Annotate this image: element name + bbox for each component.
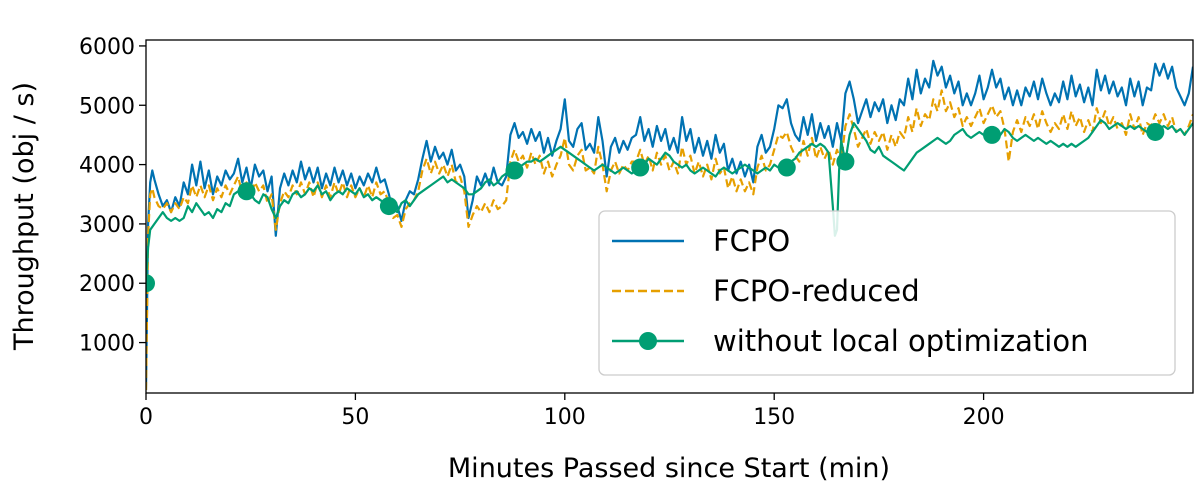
series-marker-without-local-optimization <box>146 274 155 293</box>
x-axis-label: Minutes Passed since Start (min) <box>448 453 890 484</box>
legend-box <box>598 210 1176 376</box>
series-marker-without-local-optimization <box>631 158 650 177</box>
y-tick-label: 2000 <box>79 272 135 297</box>
series-marker-without-local-optimization <box>836 152 855 171</box>
x-tick-label: 150 <box>753 405 795 430</box>
series-line-fcpo-reduced <box>146 89 1193 391</box>
legend-label-fcpo-reduced: FCPO-reduced <box>713 274 920 308</box>
series-marker-without-local-optimization <box>379 197 398 216</box>
series-marker-without-local-optimization <box>982 125 1001 144</box>
y-axis-label: Throughput (obj / s) <box>9 82 40 351</box>
legend-label-fcpo: FCPO <box>713 224 790 258</box>
legend: FCPO FCPO-reduced without local optimiza… <box>598 210 1176 376</box>
legend-marker-without-local-optimization <box>639 332 657 350</box>
y-tick-label: 3000 <box>79 213 135 238</box>
y-tick-label: 6000 <box>79 35 135 60</box>
series-marker-without-local-optimization <box>505 161 524 180</box>
x-tick-label: 200 <box>963 405 1005 430</box>
legend-label-without-local-optimization: without local optimization <box>713 324 1088 358</box>
series-line-fcpo <box>146 59 1193 391</box>
x-tick-label: 100 <box>544 405 586 430</box>
plot-frame <box>145 39 1194 394</box>
series-layer <box>146 59 1193 391</box>
y-tick-label: 5000 <box>79 94 135 119</box>
y-tick-label: 4000 <box>79 154 135 179</box>
series-marker-without-local-optimization <box>237 182 256 201</box>
y-tick-label: 1000 <box>79 332 135 357</box>
series-line-without-local-optimization <box>146 118 1193 284</box>
series-marker-without-local-optimization <box>1146 122 1165 141</box>
x-tick-label: 50 <box>341 405 369 430</box>
axes-ticks: 0 50 100 150 200 1000 2000 3000 4000 5000 6000 <box>79 35 1005 430</box>
x-tick-label: 0 <box>139 405 153 430</box>
series-marker-without-local-optimization <box>777 158 796 177</box>
